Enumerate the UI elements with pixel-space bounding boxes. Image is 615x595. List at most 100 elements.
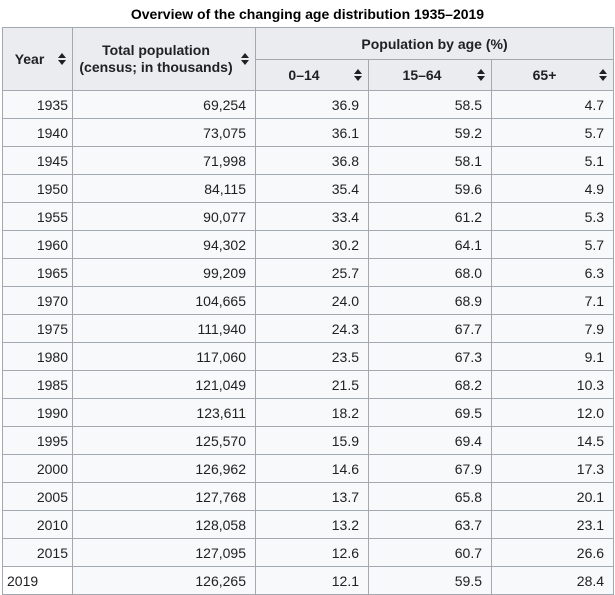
total-population-cell: 104,665 (72, 286, 256, 315)
age-65-plus-cell: 7.9 (490, 314, 615, 343)
age-65-plus-cell: 14.5 (490, 426, 615, 455)
age-0-14-cell: 23.5 (255, 342, 369, 371)
age-65-plus-cell: 5.1 (490, 146, 615, 175)
year-cell: 1945 (2, 146, 73, 175)
total-population-cell: 121,049 (72, 370, 256, 399)
total-population-cell: 126,962 (72, 454, 256, 483)
total-population-cell: 127,768 (72, 482, 256, 511)
table-row: 2019 126,265 12.1 59.5 28.4 (2, 566, 615, 595)
age-15-64-cell: 59.2 (368, 118, 492, 147)
column-header-age-0-14[interactable]: 0–14 (255, 59, 369, 91)
total-population-cell: 126,265 (72, 566, 256, 595)
total-population-cell: 94,302 (72, 230, 256, 259)
table-row: 1990 123,611 18.2 69.5 12.0 (2, 398, 615, 427)
column-header-age-65-plus[interactable]: 65+ (490, 59, 615, 91)
year-cell: 2005 (2, 482, 73, 511)
sort-icon (241, 53, 249, 65)
age-15-64-cell: 64.1 (368, 230, 492, 259)
total-population-cell: 123,611 (72, 398, 256, 427)
year-cell: 1995 (2, 426, 73, 455)
year-cell: 1940 (2, 118, 73, 147)
column-header-year[interactable]: Year (2, 27, 73, 91)
age-0-14-cell: 13.7 (255, 482, 369, 511)
age-0-14-cell: 36.1 (255, 118, 369, 147)
age-65-plus-cell: 4.9 (490, 174, 615, 203)
total-population-cell: 90,077 (72, 202, 256, 231)
age-65-plus-cell: 6.3 (490, 258, 615, 287)
year-cell: 1975 (2, 314, 73, 343)
age-distribution-table: Year Total population (census; in thousa… (2, 27, 615, 595)
column-header-age-15-64[interactable]: 15–64 (368, 59, 492, 91)
age-0-14-label: 0–14 (288, 67, 320, 83)
age-0-14-cell: 25.7 (255, 258, 369, 287)
year-cell: 1955 (2, 202, 73, 231)
age-0-14-cell: 33.4 (255, 202, 369, 231)
year-cell: 2015 (2, 538, 73, 567)
age-15-64-cell: 67.9 (368, 454, 492, 483)
total-population-cell: 71,998 (72, 146, 256, 175)
age-65-plus-cell: 5.3 (490, 202, 615, 231)
age-65-plus-cell: 28.4 (490, 566, 615, 595)
age-65-plus-label: 65+ (532, 67, 557, 83)
year-cell: 1985 (2, 370, 73, 399)
age-15-64-cell: 61.2 (368, 202, 492, 231)
age-15-64-cell: 69.5 (368, 398, 492, 427)
age-15-64-label: 15–64 (402, 67, 442, 83)
table-row: 1975 111,940 24.3 67.7 7.9 (2, 314, 615, 343)
sort-icon (599, 69, 608, 81)
sort-icon (58, 53, 66, 65)
table-row: 1935 69,254 36.9 58.5 4.7 (2, 90, 615, 119)
age-65-plus-cell: 23.1 (490, 510, 615, 539)
year-cell: 1990 (2, 398, 73, 427)
table-row: 1995 125,570 15.9 69.4 14.5 (2, 426, 615, 455)
total-population-cell: 128,058 (72, 510, 256, 539)
table-row: 1985 121,049 21.5 68.2 10.3 (2, 370, 615, 399)
age-15-64-cell: 67.3 (368, 342, 492, 371)
year-cell: 1970 (2, 286, 73, 315)
age-0-14-cell: 13.2 (255, 510, 369, 539)
age-0-14-cell: 36.8 (255, 146, 369, 175)
table-row: 1970 104,665 24.0 68.9 7.1 (2, 286, 615, 315)
column-header-year-label: Year (14, 51, 45, 67)
total-population-label-line1: Total population (102, 42, 210, 58)
table-row: 1955 90,077 33.4 61.2 5.3 (2, 202, 615, 231)
age-15-64-cell: 59.6 (368, 174, 492, 203)
age-65-plus-cell: 4.7 (490, 90, 615, 119)
table-row: 1945 71,998 36.8 58.1 5.1 (2, 146, 615, 175)
age-0-14-cell: 36.9 (255, 90, 369, 119)
total-population-cell: 125,570 (72, 426, 256, 455)
age-65-plus-cell: 9.1 (490, 342, 615, 371)
age-15-64-cell: 63.7 (368, 510, 492, 539)
table-row: 2015 127,095 12.6 60.7 26.6 (2, 538, 615, 567)
table-row: 1960 94,302 30.2 64.1 5.7 (2, 230, 615, 259)
age-65-plus-cell: 10.3 (490, 370, 615, 399)
age-0-14-cell: 15.9 (255, 426, 369, 455)
year-cell: 1950 (2, 174, 73, 203)
age-65-plus-cell: 12.0 (490, 398, 615, 427)
age-15-64-cell: 59.5 (368, 566, 492, 595)
age-15-64-cell: 65.8 (368, 482, 492, 511)
table-row: 2000 126,962 14.6 67.9 17.3 (2, 454, 615, 483)
total-population-cell: 84,115 (72, 174, 256, 203)
age-0-14-cell: 21.5 (255, 370, 369, 399)
sort-icon (354, 69, 362, 81)
year-cell: 2019 (2, 566, 73, 595)
column-group-header-population-by-age: Population by age (%) (254, 27, 615, 60)
age-0-14-cell: 24.3 (255, 314, 369, 343)
column-header-total-population[interactable]: Total population (census; in thousands) (72, 27, 256, 91)
table-row: 1940 73,075 36.1 59.2 5.7 (2, 118, 615, 147)
year-cell: 1960 (2, 230, 73, 259)
year-cell: 1980 (2, 342, 73, 371)
table-row: 1980 117,060 23.5 67.3 9.1 (2, 342, 615, 371)
age-0-14-cell: 12.6 (255, 538, 369, 567)
total-population-label-line2: (census; in thousands) (79, 59, 233, 75)
population-by-age-label: Population by age (%) (361, 35, 508, 52)
age-65-plus-cell: 5.7 (490, 230, 615, 259)
age-15-64-cell: 68.9 (368, 286, 492, 315)
sort-icon (477, 69, 485, 81)
header-row-sub: 0–14 15–64 65+ (3, 59, 615, 91)
year-cell: 2000 (2, 454, 73, 483)
header-row-top: Year Total population (census; in thousa… (2, 27, 615, 91)
table-row: 1965 99,209 25.7 68.0 6.3 (2, 258, 615, 287)
